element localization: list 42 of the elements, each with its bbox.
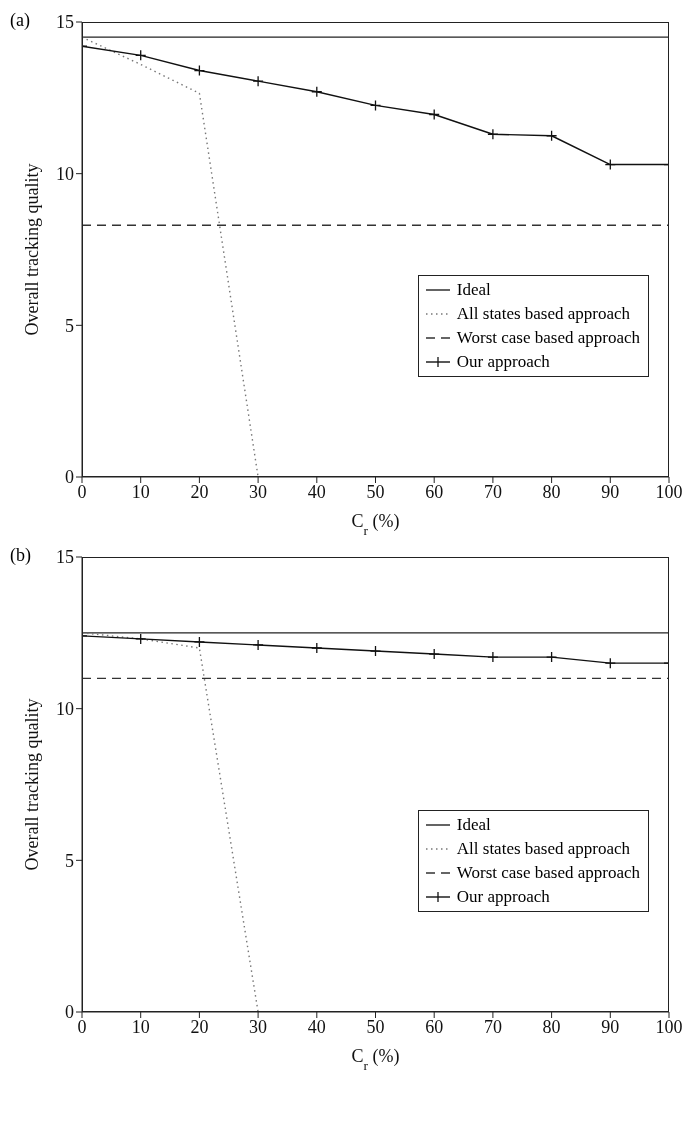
x-tick-label: 50 [366, 1016, 385, 1037]
x-tick-label: 60 [425, 481, 444, 502]
x-tick-label: 80 [542, 481, 561, 502]
x-axis-title: C$_{r}$ (%) [351, 1046, 400, 1073]
x-tick-label: 90 [601, 1016, 620, 1037]
x-axis-title: C$_{r}$ (%) [351, 511, 400, 538]
y-tick-label: 5 [65, 315, 74, 336]
y-axis-title: Overall tracking quality [22, 163, 42, 336]
legend-label: Ideal [456, 814, 491, 836]
x-tick-label: 80 [542, 1016, 561, 1037]
x-tick-label: 100 [655, 1016, 683, 1037]
y-tick-label: 15 [56, 547, 74, 568]
x-tick-label: 10 [131, 481, 150, 502]
y-tick-label: 5 [65, 850, 74, 871]
x-tick-label: 30 [249, 481, 268, 502]
x-tick-label: 70 [483, 1016, 502, 1037]
x-tick-label: 90 [601, 481, 620, 502]
legend-label: Worst case based approach [456, 862, 640, 884]
x-tick-label: 20 [190, 481, 209, 502]
x-tick-label: 10 [131, 1016, 150, 1037]
legend-label: Our approach [456, 886, 550, 908]
x-tick-label: 40 [307, 1016, 326, 1037]
x-tick-label: 30 [249, 1016, 268, 1037]
y-tick-label: 10 [56, 699, 74, 720]
legend-label: Ideal [456, 279, 491, 301]
y-axis-title: Overall tracking quality [22, 698, 42, 871]
legend-label: Our approach [456, 351, 550, 373]
x-tick-label: 60 [425, 1016, 444, 1037]
legend-label: All states based approach [456, 303, 631, 325]
x-tick-label: 40 [307, 481, 326, 502]
x-tick-label: 20 [190, 1016, 209, 1037]
x-tick-label: 100 [655, 481, 683, 502]
y-tick-label: 0 [65, 1002, 74, 1023]
legend-label: All states based approach [456, 838, 631, 860]
legend-label: Worst case based approach [456, 327, 640, 349]
y-tick-label: 10 [56, 164, 74, 185]
chart-title: (a) [10, 10, 30, 31]
x-tick-label: 50 [366, 481, 385, 502]
y-tick-label: 15 [56, 12, 74, 33]
x-tick-label: 70 [483, 481, 502, 502]
chart-title: (b) [10, 545, 31, 566]
y-tick-label: 0 [65, 467, 74, 488]
